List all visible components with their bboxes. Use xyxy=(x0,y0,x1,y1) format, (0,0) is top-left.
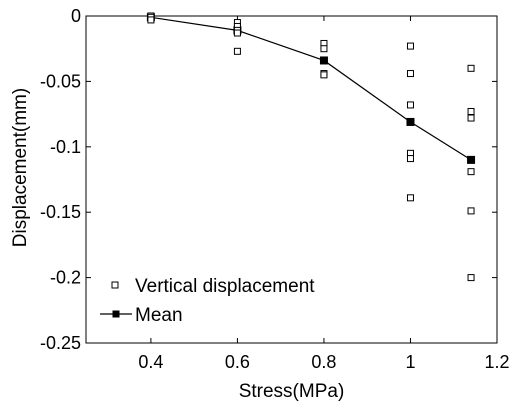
plot-frame xyxy=(85,15,498,344)
scatter-point xyxy=(406,101,414,109)
y-tick-label: -0.2 xyxy=(50,268,81,288)
scatter-point xyxy=(406,70,414,78)
scatter-point xyxy=(467,107,475,115)
scatter-point xyxy=(233,47,241,55)
scatter-point xyxy=(320,71,328,79)
legend-label-vertical-displacement: Vertical displacement xyxy=(135,276,315,297)
legend-scatter-marker xyxy=(111,281,119,289)
x-tick-label: 0.8 xyxy=(311,352,336,372)
scatter-point xyxy=(467,168,475,176)
mean-point xyxy=(467,155,476,164)
scatter-point xyxy=(233,29,241,37)
y-axis: 0 -0.05 -0.1 -0.15 -0.2 -0.25 xyxy=(40,6,497,353)
x-tick-label: 0.4 xyxy=(138,352,163,372)
scatter-point xyxy=(406,194,414,202)
mean-series xyxy=(146,13,476,164)
x-tick-label: 0.6 xyxy=(225,352,250,372)
scatter-point xyxy=(406,155,414,163)
x-tick-label: 1 xyxy=(405,352,415,372)
y-tick-label: -0.1 xyxy=(50,137,81,157)
plot-area xyxy=(85,15,498,344)
y-axis-label: Displacement(mm) xyxy=(10,88,31,247)
x-axis: 0.4 0.6 0.8 1 1.2 xyxy=(138,16,510,372)
legend-label-mean: Mean xyxy=(135,305,183,326)
scatter-point xyxy=(467,274,475,282)
mean-point xyxy=(319,56,328,65)
x-axis-label: Stress(MPa) xyxy=(239,381,345,402)
y-tick-label: -0.05 xyxy=(40,71,81,91)
x-tick-label: 1.2 xyxy=(484,352,509,372)
mean-point xyxy=(406,117,415,126)
scatter-point xyxy=(467,64,475,72)
vertical-displacement-series xyxy=(147,12,475,282)
scatter-point xyxy=(467,207,475,215)
legend-mean-marker xyxy=(112,310,120,318)
y-tick-label: -0.25 xyxy=(40,333,81,353)
scatter-point xyxy=(147,16,155,24)
legend: Vertical displacement Mean xyxy=(100,276,315,326)
scatter-point xyxy=(406,42,414,50)
y-tick-label: -0.15 xyxy=(40,202,81,222)
mean-line xyxy=(150,16,472,161)
scatter-point xyxy=(467,114,475,122)
scatter-point xyxy=(320,45,328,53)
y-tick-label: 0 xyxy=(71,6,81,26)
